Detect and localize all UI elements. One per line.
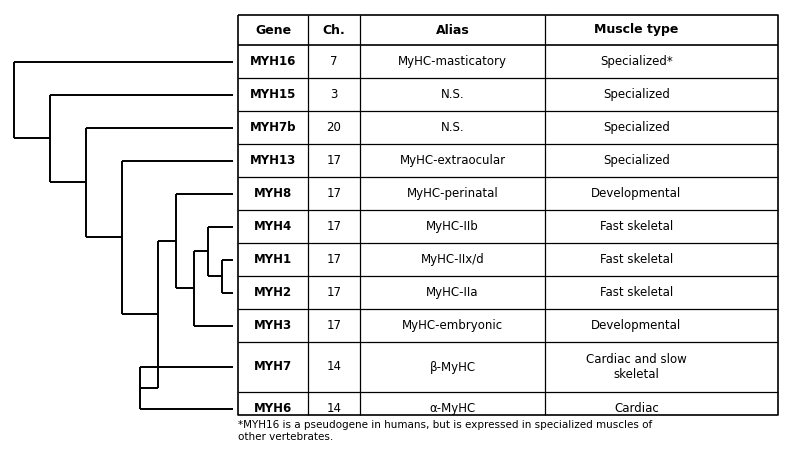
Text: Developmental: Developmental xyxy=(591,187,682,200)
Text: Ch.: Ch. xyxy=(323,24,345,36)
Text: 17: 17 xyxy=(327,286,342,299)
Text: 17: 17 xyxy=(327,220,342,233)
Text: MYH13: MYH13 xyxy=(250,154,296,167)
Text: Muscle type: Muscle type xyxy=(594,24,678,36)
Text: 17: 17 xyxy=(327,187,342,200)
Text: MyHC-masticatory: MyHC-masticatory xyxy=(398,55,507,68)
Text: 3: 3 xyxy=(331,88,338,101)
Text: MYH3: MYH3 xyxy=(254,319,292,332)
Text: Specialized: Specialized xyxy=(603,88,670,101)
Text: MYH6: MYH6 xyxy=(254,402,292,415)
Text: MyHC-extraocular: MyHC-extraocular xyxy=(400,154,505,167)
Text: MYH1: MYH1 xyxy=(254,253,292,266)
Text: 20: 20 xyxy=(327,121,342,134)
Text: MYH4: MYH4 xyxy=(254,220,292,233)
Text: MYH2: MYH2 xyxy=(254,286,292,299)
Text: Specialized: Specialized xyxy=(603,121,670,134)
Text: Cardiac and slow
skeletal: Cardiac and slow skeletal xyxy=(586,353,687,381)
Text: MyHC-embryonic: MyHC-embryonic xyxy=(402,319,503,332)
Text: 14: 14 xyxy=(327,402,342,415)
Text: MYH7b: MYH7b xyxy=(249,121,296,134)
Text: α-MyHC: α-MyHC xyxy=(430,402,475,415)
Text: MYH7: MYH7 xyxy=(254,360,292,374)
Text: Fast skeletal: Fast skeletal xyxy=(600,286,673,299)
Text: MYH8: MYH8 xyxy=(254,187,292,200)
Text: 14: 14 xyxy=(327,360,342,374)
Text: N.S.: N.S. xyxy=(441,88,464,101)
Text: Specialized: Specialized xyxy=(603,154,670,167)
Text: MyHC-IIx/d: MyHC-IIx/d xyxy=(420,253,484,266)
Text: Developmental: Developmental xyxy=(591,319,682,332)
Text: 17: 17 xyxy=(327,319,342,332)
Text: *MYH16 is a pseudogene in humans, but is expressed in specialized muscles of
oth: *MYH16 is a pseudogene in humans, but is… xyxy=(238,420,652,442)
Text: Specialized*: Specialized* xyxy=(600,55,673,68)
Text: MyHC-IIb: MyHC-IIb xyxy=(426,220,478,233)
Text: Cardiac: Cardiac xyxy=(614,402,659,415)
Text: 17: 17 xyxy=(327,154,342,167)
Text: MyHC-perinatal: MyHC-perinatal xyxy=(407,187,498,200)
Text: 17: 17 xyxy=(327,253,342,266)
Text: β-MyHC: β-MyHC xyxy=(430,360,475,374)
Text: Fast skeletal: Fast skeletal xyxy=(600,220,673,233)
Text: Fast skeletal: Fast skeletal xyxy=(600,253,673,266)
Text: MYH15: MYH15 xyxy=(249,88,296,101)
Text: 7: 7 xyxy=(331,55,338,68)
Text: N.S.: N.S. xyxy=(441,121,464,134)
Text: MyHC-IIa: MyHC-IIa xyxy=(427,286,478,299)
Text: Gene: Gene xyxy=(255,24,291,36)
Text: Alias: Alias xyxy=(436,24,469,36)
Text: MYH16: MYH16 xyxy=(249,55,296,68)
